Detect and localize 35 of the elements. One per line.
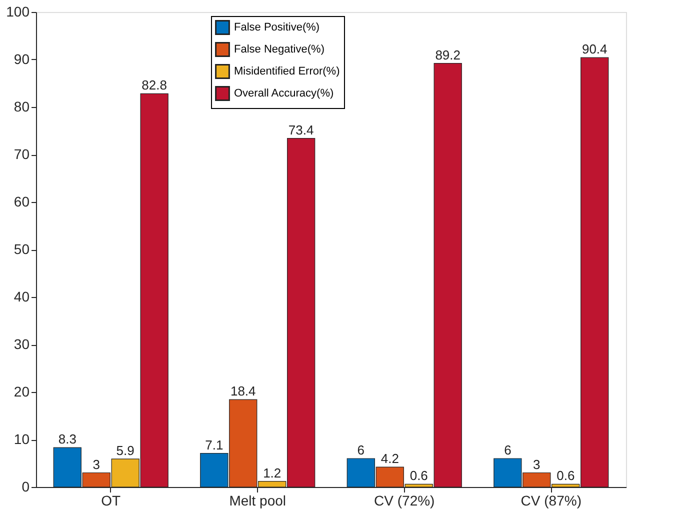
y-tick-label: 80 [14,98,30,114]
y-tick-label: 0 [22,478,30,494]
y-tick-label: 20 [14,384,30,400]
data-label: 7.1 [205,437,224,452]
y-tick-label: 10 [14,431,30,447]
x-tick-label: CV (72%) [374,492,435,508]
data-label: 3 [533,456,540,472]
y-tick-label: 90 [14,51,30,67]
data-label: 5.9 [116,442,134,458]
legend-label: Misidentified Error(%) [234,66,340,78]
y-tick-label: 40 [14,288,30,304]
y-tick-label: 100 [6,4,30,20]
data-label: 3 [92,456,100,472]
x-tick-label: CV (87%) [520,492,582,508]
data-label: 0.6 [410,468,428,484]
y-tick-label: 30 [14,336,30,352]
data-label: 18.4 [230,384,256,399]
y-tick-label: 60 [14,194,30,210]
y-tick-label: 70 [14,146,30,162]
data-label: 6 [504,442,512,458]
data-label: 4.2 [380,451,399,466]
legend-label: False Positive(%) [234,22,320,34]
data-label: 8.3 [58,432,76,447]
data-label: 1.2 [263,465,282,480]
data-label: 6 [357,442,365,458]
x-tick-label: Melt pool [229,492,286,508]
y-tick-label: 50 [14,241,30,257]
data-label: 73.4 [288,122,314,138]
data-label: 0.6 [556,468,575,484]
data-label: 89.2 [435,47,461,62]
x-tick-label: OT [101,492,122,508]
legend-label: False Negative(%) [234,44,324,56]
data-label: 90.4 [582,42,608,57]
legend-label: Overall Accuracy(%) [234,88,334,100]
data-label: 82.8 [142,78,167,93]
